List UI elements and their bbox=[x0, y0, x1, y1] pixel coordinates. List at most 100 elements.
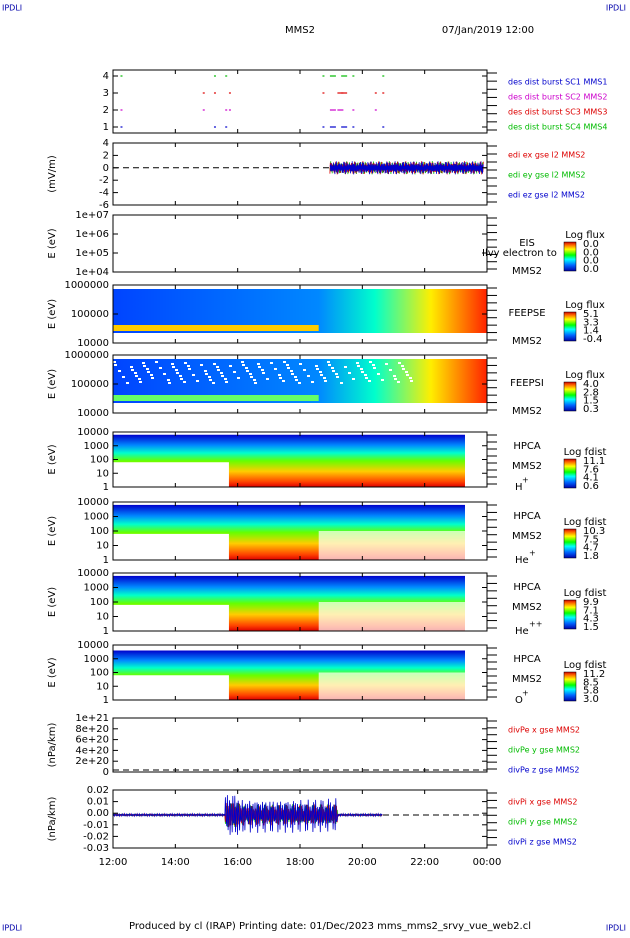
speckle bbox=[406, 374, 409, 376]
legend-entry: divPe y gse MMS2 bbox=[508, 746, 580, 755]
colorbar-label: 3.0 bbox=[583, 694, 599, 705]
legend-entry: divPi x gse MMS2 bbox=[508, 798, 577, 807]
colorbar-label: 4.1 bbox=[583, 473, 599, 484]
panel: 1000000 100000 10000 E (eV) FEEPSE MMS2 Log fl… bbox=[47, 280, 605, 349]
speckle bbox=[361, 371, 364, 373]
instrument-label: HPCA bbox=[513, 582, 541, 593]
y-tick-label: 1 bbox=[103, 555, 109, 566]
y-tick-label: -0.03 bbox=[83, 843, 109, 854]
species-charge: ++ bbox=[529, 620, 542, 629]
instrument-label: MMS2 bbox=[512, 336, 542, 347]
species-charge: + bbox=[522, 476, 529, 485]
corner-label: IPDLI bbox=[2, 4, 22, 13]
spectrogram-band bbox=[113, 395, 319, 401]
speckle bbox=[131, 369, 134, 371]
instrument-label: HPCA bbox=[513, 654, 541, 665]
y-tick-label: 1e+21 bbox=[75, 713, 109, 724]
overlay-label: Ilvy electron to bbox=[482, 248, 557, 259]
speckle bbox=[126, 382, 129, 384]
speckle bbox=[225, 381, 228, 383]
speckle bbox=[287, 367, 290, 369]
panel: 10000 1000 100 10 1 E (eV) HPCA MMS2 He++ Log fdi… bbox=[47, 568, 606, 637]
x-tick-label: 20:00 bbox=[348, 857, 377, 868]
speckle bbox=[155, 361, 158, 363]
speckle bbox=[130, 366, 133, 368]
y-tick-label: 4 bbox=[103, 138, 109, 149]
colorbar-label: 10.3 bbox=[583, 526, 605, 537]
y-tick-label: 1 bbox=[103, 695, 109, 706]
colorbar-label: 5.8 bbox=[583, 686, 599, 697]
speckle bbox=[398, 362, 401, 364]
speckle bbox=[261, 369, 264, 371]
colorbar-label: 1.5 bbox=[583, 622, 599, 633]
y-axis-label: E (eV) bbox=[47, 228, 58, 258]
instrument-label: MMS2 bbox=[512, 531, 542, 542]
speckle bbox=[242, 364, 245, 366]
speckle bbox=[290, 370, 293, 372]
speckle bbox=[118, 370, 121, 372]
speckle bbox=[192, 374, 195, 376]
speckle bbox=[324, 380, 327, 382]
speckle bbox=[159, 367, 162, 369]
speckle bbox=[209, 379, 212, 381]
panel: 0.020.010.00-0.01-0.02-0.03 (nPa/km) divPi… bbox=[47, 785, 577, 854]
speckle bbox=[282, 380, 285, 382]
speckle bbox=[381, 379, 384, 381]
colorbar-label: 0.0 bbox=[583, 264, 599, 275]
y-tick-label: 100000 bbox=[71, 309, 109, 320]
speckle bbox=[344, 366, 347, 368]
instrument-label: MMS2 bbox=[512, 602, 542, 613]
speckle bbox=[204, 370, 207, 372]
corner-label: IPDLI bbox=[606, 924, 626, 933]
speckle bbox=[394, 378, 397, 380]
y-tick-label: 4 bbox=[103, 71, 109, 82]
speckle bbox=[283, 361, 286, 363]
y-tick-label: 2e+20 bbox=[75, 756, 109, 767]
y-axis-label: E (eV) bbox=[47, 516, 58, 546]
y-tick-label: 2 bbox=[103, 150, 109, 161]
speckle bbox=[405, 371, 408, 373]
y-tick-label: 1 bbox=[103, 482, 109, 493]
speckle bbox=[168, 382, 171, 384]
speckle bbox=[336, 376, 339, 378]
speckle bbox=[258, 366, 261, 368]
y-tick-label: 8e+20 bbox=[75, 724, 109, 735]
speckle bbox=[142, 362, 145, 364]
y-tick-label: 10000 bbox=[77, 568, 109, 579]
colorbar-label: 1.4 bbox=[583, 326, 599, 337]
speckle bbox=[266, 378, 269, 380]
legend-entry: des dist burst SC4 MMS4 bbox=[508, 123, 607, 132]
instrument-label: HPCA bbox=[513, 441, 541, 452]
colorbar-title: Log flux bbox=[565, 300, 605, 311]
speckle bbox=[135, 375, 138, 377]
y-tick-label: 1e+04 bbox=[75, 267, 109, 278]
speckle bbox=[299, 363, 302, 365]
y-axis-label: (nPa/km) bbox=[47, 723, 58, 768]
speckle bbox=[372, 364, 375, 366]
speckle bbox=[229, 365, 232, 367]
y-tick-label: 100 bbox=[90, 668, 109, 679]
y-tick-label: 10000 bbox=[77, 497, 109, 508]
y-tick-label: 100 bbox=[90, 526, 109, 537]
y-tick-label: 10000 bbox=[77, 408, 109, 419]
y-axis-label: (mV/m) bbox=[47, 155, 58, 193]
spectrogram-gap bbox=[113, 533, 229, 560]
y-tick-label: 1 bbox=[103, 626, 109, 637]
speckle bbox=[146, 368, 149, 370]
corner-label: IPDLI bbox=[606, 4, 626, 13]
colorbar-label: 4.3 bbox=[583, 614, 599, 625]
speckle bbox=[319, 371, 322, 373]
colorbar-label: -0.4 bbox=[583, 334, 603, 345]
y-tick-label: 100000 bbox=[71, 379, 109, 390]
speckle bbox=[220, 372, 223, 374]
y-tick-label: 0 bbox=[103, 163, 109, 174]
x-tick-label: 16:00 bbox=[223, 857, 252, 868]
y-tick-label: 1 bbox=[103, 122, 109, 133]
speckle bbox=[303, 369, 306, 371]
plot-frame bbox=[112, 717, 488, 773]
legend-entry: divPi z gse MMS2 bbox=[508, 838, 577, 847]
speckle bbox=[183, 381, 186, 383]
y-tick-label: 100 bbox=[90, 455, 109, 466]
speckle bbox=[196, 380, 199, 382]
